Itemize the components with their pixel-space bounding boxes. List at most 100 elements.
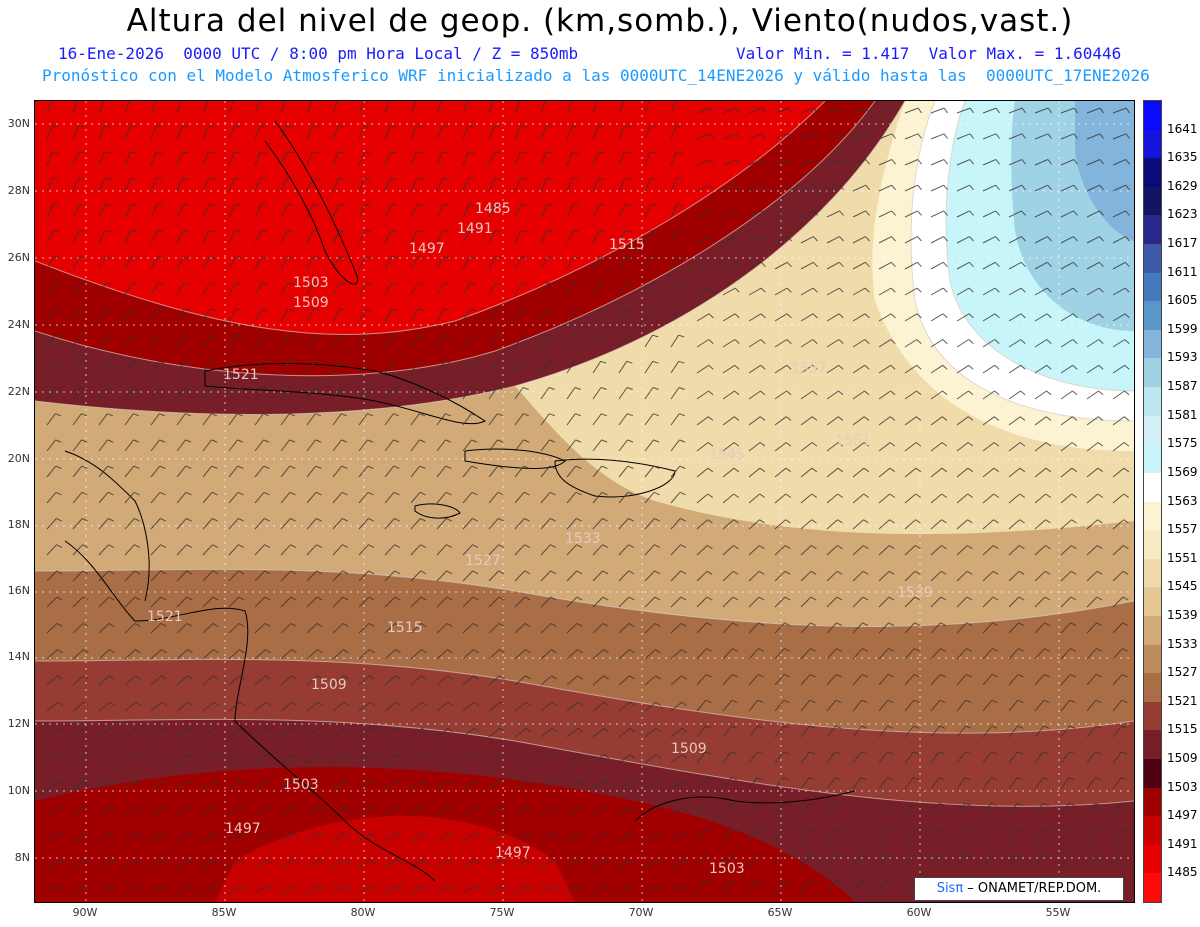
wind-barb [410,361,420,374]
wind-barb [306,256,315,270]
wind-barb [358,544,369,556]
wind-barb [878,596,890,608]
wind-barb [956,390,969,400]
contour-label: 1485 [475,201,511,217]
wind-barb-flag [238,570,245,575]
wind-barb [1008,777,1018,790]
wind-barb [592,780,605,790]
wind-barb-flag [368,570,375,575]
wind-barb-flag [343,649,349,654]
wind-barb [566,570,578,582]
wind-barb-flag [603,701,609,706]
wind-barb-flag [213,727,220,733]
wind-barb-flag [1047,159,1052,165]
wind-barb [592,413,602,426]
wind-barb [852,648,863,660]
wind-barb [722,854,731,868]
wind-barb-flag [757,673,764,678]
wind-barb-flag [549,465,556,469]
wind-barb [696,880,705,894]
wind-barb [670,308,679,322]
wind-barb [72,101,79,114]
wind-barb [514,282,523,296]
wind-barb [904,159,919,166]
wind-barb-flag [915,493,921,498]
wind-barb-flag [236,308,243,312]
wind-barb [72,308,81,322]
wind-barb [1034,133,1049,140]
wind-barb-flag [969,133,974,139]
wind-barb-flag [105,203,112,206]
wind-barb [124,806,137,816]
wind-barb-flag [442,125,449,128]
contour-label: 1497 [409,241,445,257]
wind-barb [462,544,473,556]
wind-barb [670,754,683,764]
wind-barb-flag [83,675,89,680]
wind-barb [1008,236,1022,244]
wind-barb [774,313,788,322]
wind-barb [670,465,681,478]
wind-barb [358,413,368,426]
wind-barb [46,413,56,426]
wind-barb [488,413,498,426]
wind-barb [566,439,576,452]
wind-barb [592,832,605,842]
wind-barb [956,133,971,140]
wind-barb [1008,313,1022,322]
wind-barb-flag [212,570,219,575]
wind-barb [670,623,682,634]
wind-barb-flag [188,885,194,891]
wind-barb-flag [524,518,530,522]
wind-barb-flag [445,413,452,417]
wind-barb [1086,674,1097,686]
wind-barb-flag [1019,467,1026,473]
wind-barb [306,518,317,530]
wind-barb-flag [833,880,841,883]
wind-barb [150,491,161,504]
wind-barb [332,125,339,140]
wind-barb-flag [290,570,297,575]
wind-barb-flag [286,125,293,128]
wind-barb [904,364,917,374]
wind-barb [826,803,836,816]
wind-barb [904,854,913,868]
wind-barb [852,287,866,296]
wind-barb-flag [499,675,505,680]
wind-barb-flag [469,256,476,259]
wind-barb [904,725,915,738]
wind-barb [436,649,448,660]
wind-barb-flag [344,806,350,812]
wind-barb [930,236,944,244]
wind-barb-flag [369,754,376,759]
wind-barb [800,442,813,452]
wind-barb-flag [1123,442,1130,447]
wind-barb [1086,133,1101,140]
wind-barb-flag [1094,802,1101,806]
wind-barb-flag [185,439,192,443]
wind-barb [306,178,314,192]
wind-barb [696,261,710,270]
wind-barb [566,178,574,192]
wind-barb-flag [629,701,635,706]
wind-barb-flag [993,467,1000,473]
contour-label: 1509 [293,295,329,311]
wind-barb-flag [729,880,737,883]
wind-barb [176,623,188,634]
wind-barb [1060,390,1073,400]
wind-barb-flag [969,159,974,165]
wind-barb-flag [598,151,605,154]
wind-barb-flag [1070,570,1077,575]
wind-barb [176,649,188,660]
wind-barb [592,282,601,296]
wind-barb [254,859,268,868]
wind-barb [332,361,342,374]
wind-barb-flag [161,701,167,706]
wind-barb-flag [1097,545,1103,550]
wind-barb [696,622,707,634]
wind-barb-flag [838,287,844,293]
wind-barb-flag [573,282,580,285]
wind-barb [852,107,867,114]
wind-barb-flag [188,833,194,838]
wind-barb [228,754,241,764]
